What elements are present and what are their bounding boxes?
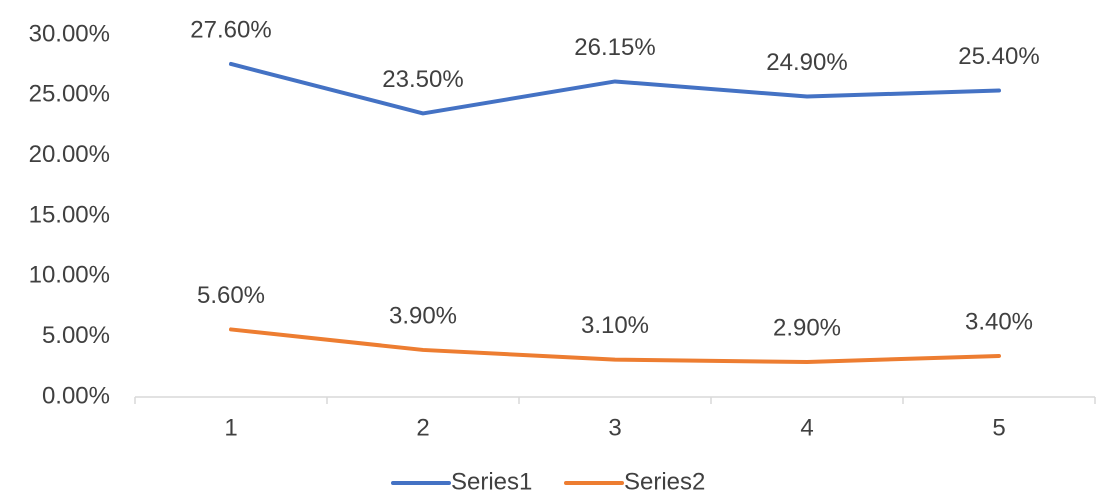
legend-label: Series1 xyxy=(451,468,532,493)
data-label: 3.40% xyxy=(965,308,1033,335)
data-label: 26.15% xyxy=(574,34,655,61)
x-tick-label: 4 xyxy=(800,414,813,441)
data-label: 27.60% xyxy=(190,16,271,43)
y-tick-label: 25.00% xyxy=(29,81,110,108)
data-label: 3.90% xyxy=(389,302,457,329)
y-tick-label: 5.00% xyxy=(42,322,110,349)
series-line xyxy=(229,61,1001,116)
data-label: 24.90% xyxy=(766,49,847,76)
data-label: 23.50% xyxy=(382,66,463,93)
series-line xyxy=(229,327,1001,365)
y-tick-label: 15.00% xyxy=(29,201,110,228)
data-label: 3.10% xyxy=(581,312,649,339)
y-tick-label: 20.00% xyxy=(29,141,110,168)
y-tick-label: 10.00% xyxy=(29,262,110,289)
data-label: 2.90% xyxy=(773,314,841,341)
y-tick-label: 0.00% xyxy=(42,382,110,409)
data-label: 5.60% xyxy=(197,282,265,309)
x-tick-label: 2 xyxy=(416,414,429,441)
legend-label: Series2 xyxy=(624,468,705,493)
data-label: 25.40% xyxy=(958,43,1039,70)
x-tick-label: 1 xyxy=(224,414,237,441)
y-tick-label: 30.00% xyxy=(29,20,110,47)
x-tick-label: 5 xyxy=(992,414,1005,441)
x-tick-label: 3 xyxy=(608,414,621,441)
